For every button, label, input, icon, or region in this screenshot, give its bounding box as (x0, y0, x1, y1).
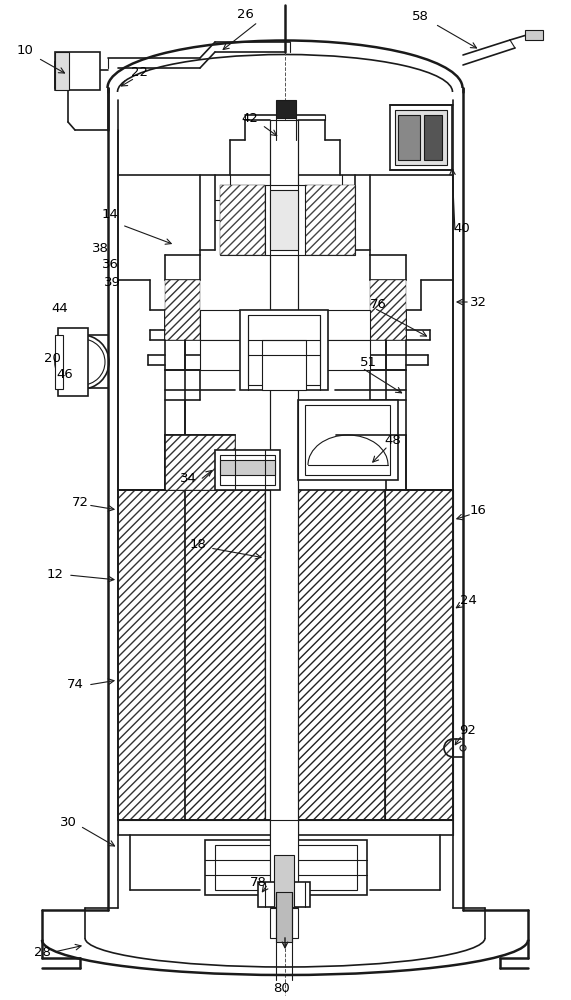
Polygon shape (165, 435, 235, 490)
Text: 78: 78 (250, 876, 267, 888)
Text: 30: 30 (59, 816, 77, 828)
Polygon shape (370, 280, 406, 340)
Bar (58, 328, 88, 396)
Text: 40: 40 (453, 222, 471, 234)
Text: 39: 39 (103, 275, 120, 288)
Text: 46: 46 (57, 368, 74, 381)
Text: 74: 74 (67, 678, 83, 692)
Polygon shape (118, 490, 185, 820)
Text: 14: 14 (102, 209, 118, 222)
Polygon shape (165, 435, 235, 490)
Bar (55, 52, 69, 90)
Bar (276, 892, 292, 942)
Polygon shape (305, 185, 355, 255)
Bar (240, 310, 328, 390)
Text: 20: 20 (43, 352, 61, 364)
Text: 18: 18 (190, 538, 207, 552)
Polygon shape (385, 490, 453, 820)
Text: 44: 44 (51, 302, 69, 314)
Text: 12: 12 (46, 568, 63, 582)
Text: 76: 76 (369, 298, 387, 310)
Text: 16: 16 (469, 504, 486, 516)
Bar (305, 405, 390, 475)
Polygon shape (185, 490, 265, 820)
Bar (55, 335, 63, 389)
Bar (205, 840, 367, 895)
Bar (215, 845, 357, 890)
Text: 38: 38 (91, 241, 108, 254)
Text: 10: 10 (17, 43, 34, 56)
Polygon shape (220, 185, 265, 255)
Text: 72: 72 (71, 495, 89, 508)
Polygon shape (305, 185, 355, 255)
Bar (220, 455, 275, 485)
Polygon shape (295, 490, 385, 820)
Bar (276, 100, 296, 118)
Text: 24: 24 (460, 593, 476, 606)
Text: 34: 34 (179, 472, 196, 485)
Text: 26: 26 (236, 7, 254, 20)
Bar (398, 115, 420, 160)
Bar (270, 820, 298, 892)
Polygon shape (185, 490, 265, 820)
Text: 92: 92 (460, 724, 476, 736)
Bar (274, 855, 294, 910)
Text: 51: 51 (360, 356, 376, 368)
Bar (248, 315, 320, 385)
Text: 58: 58 (412, 9, 428, 22)
Bar (200, 340, 370, 370)
Polygon shape (118, 490, 185, 820)
Bar (395, 110, 447, 165)
Bar (215, 450, 280, 490)
Text: 32: 32 (469, 296, 486, 308)
Polygon shape (165, 280, 200, 340)
Text: 80: 80 (274, 982, 291, 994)
Bar (270, 190, 298, 250)
Bar (265, 490, 295, 820)
Bar (220, 460, 275, 475)
Bar (262, 340, 306, 390)
Bar (298, 400, 398, 480)
Text: 42: 42 (242, 111, 259, 124)
Text: 22: 22 (131, 66, 148, 79)
Bar (270, 120, 298, 880)
Text: 36: 36 (102, 258, 118, 271)
Polygon shape (220, 185, 265, 255)
Bar (525, 30, 543, 40)
Bar (265, 185, 305, 255)
Text: 48: 48 (385, 434, 401, 446)
Bar (200, 310, 370, 340)
Bar (55, 52, 100, 90)
Bar (258, 882, 310, 907)
Bar (390, 105, 452, 170)
Bar (270, 908, 298, 938)
Polygon shape (295, 490, 385, 820)
Polygon shape (385, 490, 453, 820)
Text: 28: 28 (34, 946, 50, 958)
Bar (424, 115, 442, 160)
